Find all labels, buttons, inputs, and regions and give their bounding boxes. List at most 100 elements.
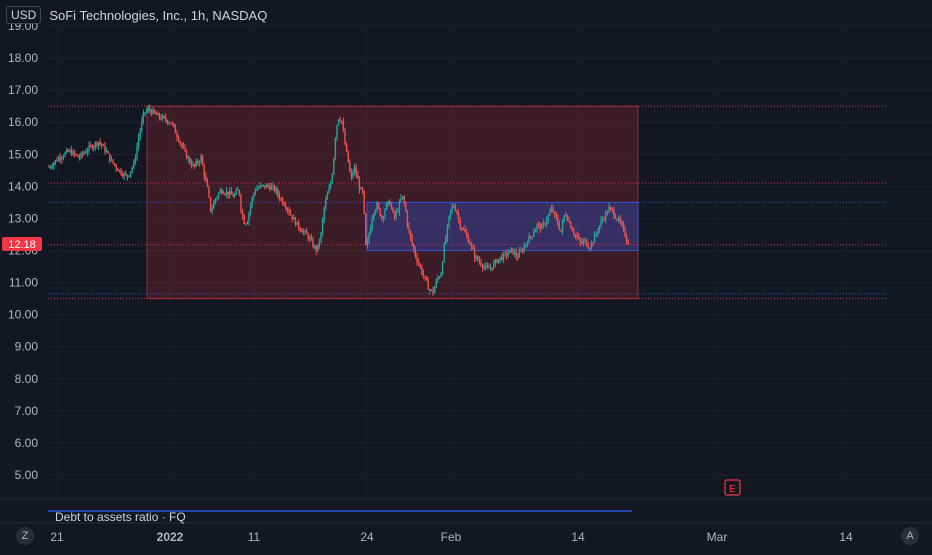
candle-body: [549, 212, 551, 216]
candle-body: [537, 223, 540, 225]
auto-scale-button[interactable]: A: [901, 527, 919, 545]
candle-body: [201, 156, 204, 166]
candle-body: [433, 287, 436, 294]
candle-body: [529, 235, 532, 237]
candle-body: [619, 218, 621, 223]
candle-body: [379, 208, 381, 216]
candle-body: [627, 240, 629, 245]
candle-body: [353, 167, 356, 173]
x-tick-label: Mar: [707, 530, 728, 544]
candle-body: [165, 117, 167, 121]
candle-body: [478, 260, 481, 263]
candle-body: [195, 161, 197, 166]
candle-body: [469, 242, 471, 245]
y-tick-label: 14.00: [8, 179, 38, 193]
candle-body: [421, 266, 423, 274]
candle-body: [563, 215, 565, 222]
candle-body: [337, 119, 340, 126]
candle-body: [328, 187, 330, 194]
candle-body: [54, 160, 57, 164]
candle-body: [405, 202, 407, 212]
y-tick-label: 18.00: [8, 51, 38, 65]
candle-body: [472, 245, 474, 250]
y-tick-label: 5.00: [15, 468, 39, 482]
candle-body: [345, 144, 348, 151]
x-tick-label: 2022: [157, 530, 184, 544]
candle-body: [515, 252, 517, 257]
chart-title: SoFi Technologies, Inc., 1h, NASDAQ: [49, 7, 268, 23]
candle-body: [174, 125, 177, 134]
candle-body: [611, 208, 613, 210]
candle-body: [576, 235, 578, 238]
candle-body: [241, 211, 244, 216]
candle-body: [390, 205, 393, 208]
candle-body: [489, 267, 492, 269]
currency-badge[interactable]: USD: [6, 6, 42, 24]
candle-body: [435, 280, 437, 288]
candle-body: [96, 142, 98, 146]
zoom-button[interactable]: Z: [16, 527, 34, 545]
candle-body: [99, 142, 101, 144]
candle-body: [445, 237, 447, 244]
candle-body: [216, 197, 218, 199]
candle-body: [589, 248, 591, 250]
candle-body: [222, 192, 225, 194]
candle-body: [257, 187, 260, 189]
y-tick-label: 6.00: [15, 436, 39, 450]
candle-body: [593, 234, 596, 244]
candle-body: [539, 224, 541, 230]
candle-body: [505, 252, 508, 256]
price-badge: 12.18: [2, 237, 42, 251]
candle-body: [305, 230, 308, 235]
candle-body: [291, 215, 293, 220]
candle-body: [368, 234, 370, 242]
candle-body: [285, 205, 287, 209]
y-tick-label: 17.00: [8, 83, 38, 97]
candle-body: [531, 236, 533, 238]
candle-body: [184, 147, 186, 151]
candles: [48, 104, 629, 296]
candle-body: [558, 224, 561, 230]
candle-body: [67, 149, 69, 152]
candle-body: [219, 189, 221, 194]
candle-body: [542, 223, 545, 226]
candle-body: [198, 161, 201, 163]
candle-body: [491, 267, 493, 269]
candle-body: [169, 122, 172, 124]
candle-body: [603, 219, 605, 221]
candle-body: [168, 122, 170, 124]
candle-body: [80, 152, 82, 158]
candle-body: [70, 150, 73, 156]
candle-body: [528, 235, 530, 244]
candle-body: [272, 185, 274, 187]
candle-body: [51, 166, 53, 168]
candle-body: [395, 211, 397, 217]
candle-body: [313, 246, 316, 248]
candle-body: [430, 289, 433, 291]
candle-body: [57, 157, 60, 161]
candle-body: [179, 141, 181, 144]
candle-body: [605, 212, 607, 220]
candle-body: [155, 112, 157, 115]
candle-body: [94, 142, 97, 147]
candle-body: [385, 202, 388, 210]
candle-body: [512, 248, 514, 255]
candle-body: [296, 221, 298, 226]
earnings-marker[interactable]: E: [724, 479, 741, 496]
candle-body: [584, 239, 586, 242]
candle-body: [213, 202, 215, 210]
candle-body: [470, 244, 473, 246]
candle-body: [259, 185, 261, 188]
candle-body: [349, 162, 351, 172]
candle-body: [72, 151, 74, 156]
candle-body: [75, 154, 77, 156]
candle-body: [609, 207, 612, 209]
candle-body: [333, 158, 335, 175]
candle-body: [475, 256, 477, 259]
candle-body: [88, 145, 90, 151]
indicator-label[interactable]: Debt to assets ratio · FQ: [55, 510, 186, 524]
candle-body: [477, 256, 479, 261]
candle-body: [339, 119, 341, 121]
candle-body: [438, 277, 441, 279]
